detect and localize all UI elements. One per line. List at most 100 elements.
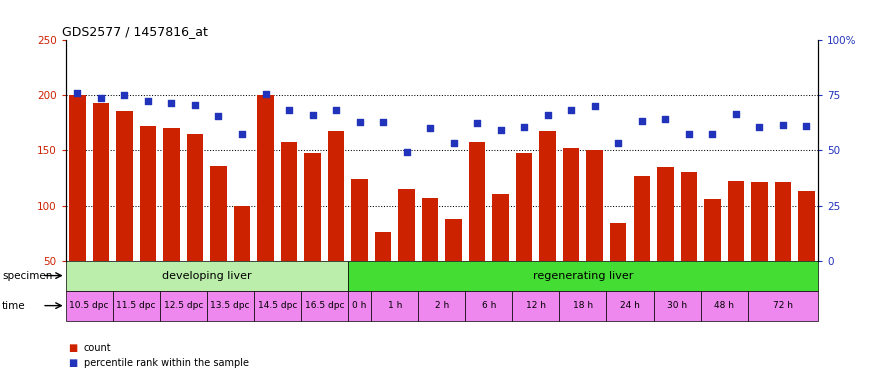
Bar [254,291,301,321]
Text: specimen: specimen [2,271,52,281]
Point [235,131,249,137]
Point [400,149,414,155]
Point [541,112,555,118]
Bar [751,182,767,316]
Point [517,124,531,131]
Point [424,125,438,131]
Bar [657,167,674,316]
Text: 1 h: 1 h [388,301,402,310]
Text: regenerating liver: regenerating liver [533,271,634,281]
Bar [328,131,344,316]
Point [70,90,84,96]
Point [658,116,672,122]
Bar [69,95,86,316]
Point [752,124,766,131]
Bar [728,181,744,316]
Bar [374,232,391,316]
Point [493,126,507,132]
Point [258,91,272,98]
Bar [160,291,206,321]
Text: 12.5 dpc: 12.5 dpc [164,301,203,310]
Bar [66,291,113,321]
Bar [704,199,720,316]
Text: 2 h: 2 h [435,301,449,310]
Bar [66,261,348,291]
Bar [493,195,509,316]
Text: 30 h: 30 h [667,301,687,310]
Bar [206,291,254,321]
Text: 0 h: 0 h [353,301,367,310]
Point [705,131,719,137]
Bar [681,172,697,316]
Bar [516,153,532,316]
Bar [281,142,298,316]
Text: count: count [84,343,112,353]
Point [188,102,202,108]
Point [588,103,602,109]
Point [634,118,648,124]
Bar [113,291,160,321]
Bar [559,291,606,321]
Text: time: time [2,301,25,311]
Text: 14.5 dpc: 14.5 dpc [257,301,297,310]
Text: 10.5 dpc: 10.5 dpc [69,301,108,310]
Bar [186,134,203,316]
Bar [747,291,818,321]
Bar [586,151,603,316]
Point [353,119,367,125]
Point [94,94,108,101]
Text: 6 h: 6 h [482,301,496,310]
Point [164,100,178,106]
Bar [610,223,626,316]
Point [682,131,696,137]
Point [376,119,390,125]
Bar [93,103,109,316]
Bar [701,291,747,321]
Text: 16.5 dpc: 16.5 dpc [304,301,344,310]
Bar [513,291,559,321]
Bar [654,291,701,321]
Point [564,107,578,113]
Point [729,111,743,117]
Text: ■: ■ [68,343,78,353]
Text: 18 h: 18 h [573,301,593,310]
Bar [210,166,227,316]
Text: 24 h: 24 h [620,301,640,310]
Text: developing liver: developing liver [162,271,251,281]
Text: 72 h: 72 h [773,301,793,310]
Point [329,107,343,113]
Bar [466,291,513,321]
Bar [634,176,650,316]
Text: 13.5 dpc: 13.5 dpc [211,301,250,310]
Bar [540,131,556,316]
Point [141,98,155,104]
Bar [563,148,579,316]
Bar [422,198,438,316]
Point [776,122,790,128]
Bar [116,111,133,316]
Bar [301,291,348,321]
Text: percentile rank within the sample: percentile rank within the sample [84,358,249,368]
Point [800,123,814,129]
Bar [418,291,466,321]
Bar [398,189,415,316]
Text: GDS2577 / 1457816_at: GDS2577 / 1457816_at [62,25,207,38]
Point [282,107,296,113]
Bar [234,205,250,316]
Bar [606,291,654,321]
Point [446,140,460,146]
Point [212,113,226,119]
Bar [352,179,367,316]
Bar [469,142,486,316]
Text: ■: ■ [68,358,78,368]
Bar [348,261,818,291]
Bar [348,291,371,321]
Bar [304,153,321,316]
Bar [798,191,815,316]
Bar [257,95,274,316]
Bar [371,291,418,321]
Point [470,120,484,126]
Bar [140,126,156,316]
Point [117,92,131,98]
Bar [164,128,179,316]
